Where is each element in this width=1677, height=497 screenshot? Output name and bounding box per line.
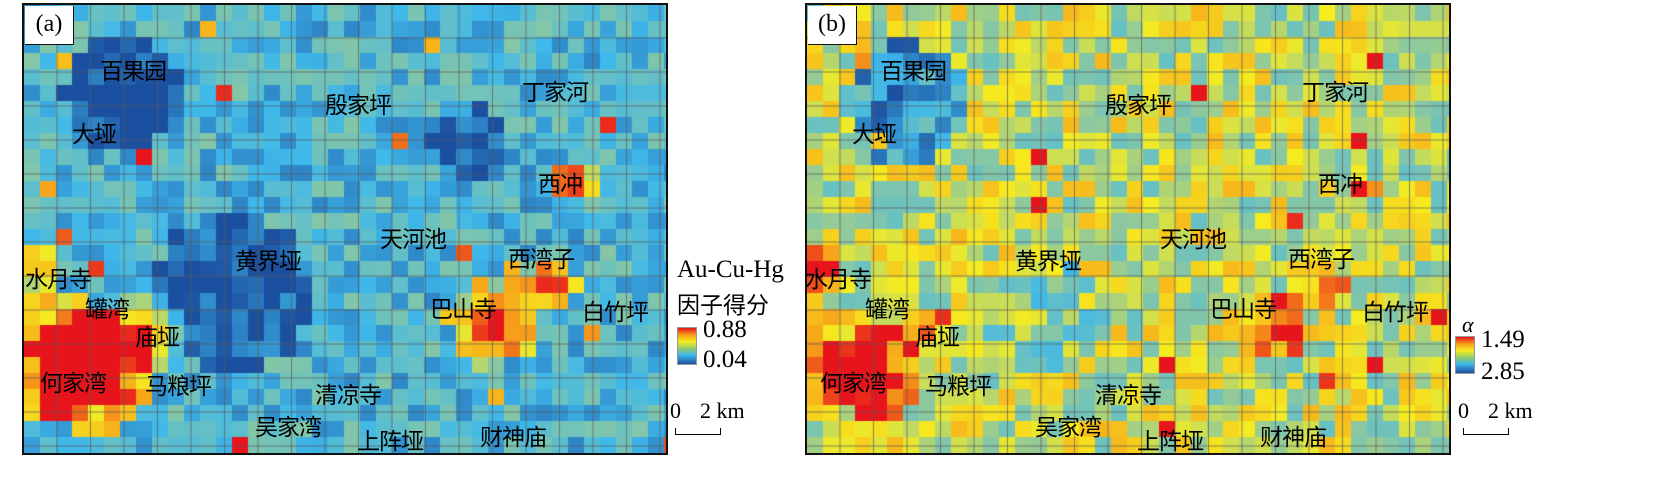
legend-min: 2.85 — [1481, 358, 1525, 385]
place-label: 百果园 — [880, 59, 947, 85]
place-label: 清凉寺 — [1095, 383, 1162, 409]
place-label: 黄界垭 — [1015, 249, 1082, 275]
place-label: 财神庙 — [480, 425, 547, 451]
place-label: 天河池 — [1160, 227, 1227, 253]
place-label: 上阵垭 — [1137, 429, 1204, 455]
scale-zero: 0 — [670, 398, 681, 423]
place-label: 丁家河 — [522, 80, 589, 106]
place-label: 大垭 — [72, 122, 117, 148]
scale-bar — [675, 428, 721, 435]
place-label: 何家湾 — [820, 371, 887, 397]
map-panel-b: (b) — [805, 3, 1451, 455]
place-label: 吴家湾 — [1035, 415, 1102, 441]
place-label: 殷家坪 — [325, 93, 392, 119]
colorbar — [677, 327, 697, 365]
au-cu-hg-factor-score-heatmap — [24, 5, 666, 453]
place-label: 丁家河 — [1302, 80, 1369, 106]
scale-value: 2 km — [1488, 398, 1533, 423]
place-label: 马粮坪 — [145, 374, 212, 400]
legend-subtitle: 因子得分 — [677, 293, 769, 319]
place-label: 上阵垭 — [357, 429, 424, 455]
scale-zero: 0 — [1458, 398, 1469, 423]
place-label: 庙垭 — [135, 325, 180, 351]
place-label: 黄界垭 — [235, 249, 302, 275]
scale-bar — [1463, 428, 1509, 435]
place-label: 巴山寺 — [430, 297, 497, 323]
place-label: 财神庙 — [1260, 425, 1327, 451]
place-label: 罐湾 — [865, 297, 910, 323]
legend-max: 1.49 — [1481, 326, 1525, 353]
panel-tag: (b) — [808, 6, 857, 45]
place-label: 西湾子 — [508, 247, 575, 273]
legend-max: 0.88 — [703, 316, 747, 343]
place-label: 西冲 — [1318, 172, 1363, 198]
place-label: 吴家湾 — [255, 415, 322, 441]
place-label: 清凉寺 — [315, 383, 382, 409]
place-label: 巴山寺 — [1210, 297, 1277, 323]
place-label: 白竹坪 — [1362, 300, 1429, 326]
colorbar — [1455, 336, 1475, 374]
legend-title: Au-Cu-Hg — [677, 256, 784, 283]
place-label: 天河池 — [380, 227, 447, 253]
place-label: 大垭 — [852, 122, 897, 148]
place-label: 马粮坪 — [925, 374, 992, 400]
place-label: 罐湾 — [85, 297, 130, 323]
alpha-heatmap — [807, 5, 1449, 453]
place-label: 庙垭 — [915, 325, 960, 351]
place-label: 百果园 — [100, 59, 167, 85]
place-label: 西湾子 — [1288, 247, 1355, 273]
place-label: 水月寺 — [805, 267, 872, 293]
panel-tag: (a) — [25, 6, 74, 45]
place-label: 殷家坪 — [1105, 93, 1172, 119]
place-label: 白竹坪 — [582, 300, 649, 326]
legend-title: α — [1462, 312, 1474, 337]
scale-value: 2 km — [700, 398, 745, 423]
place-label: 水月寺 — [25, 267, 92, 293]
place-label: 西冲 — [538, 172, 583, 198]
map-panel-a: (a) — [22, 3, 668, 455]
place-label: 何家湾 — [40, 371, 107, 397]
legend-min: 0.04 — [703, 346, 747, 373]
